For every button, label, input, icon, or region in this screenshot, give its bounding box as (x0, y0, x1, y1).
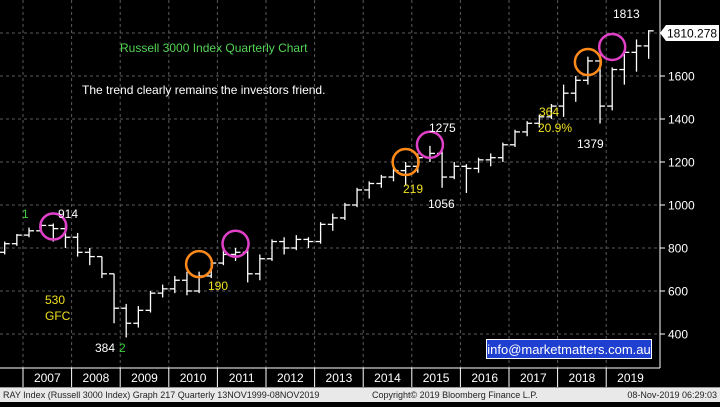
annotation-2019-high: 1813 (613, 7, 640, 21)
x-tick-label-2019: 2019 (617, 371, 644, 385)
ohlc-bar-2019Q1 (607, 67, 618, 111)
annotation-2007-high: 914 (58, 207, 78, 221)
y-tick-label-1200: 1200 (668, 156, 695, 170)
x-tick-label-2016: 2016 (471, 371, 498, 385)
x-tick-label-2012: 2012 (277, 371, 304, 385)
ohlc-bar-2013Q2 (327, 213, 338, 231)
annotation-20-9-pct: 20.9% (538, 121, 572, 135)
annotation-190: 190 (208, 279, 228, 293)
x-axis-band (0, 368, 660, 387)
annotation-2016-low: 1056 (428, 197, 455, 211)
ohlc-bar-2016Q4 (497, 142, 508, 162)
x-tick-label-2010: 2010 (180, 371, 207, 385)
x-tick-label-2008: 2008 (83, 371, 110, 385)
ohlc-bar-2014Q1 (364, 181, 375, 199)
y-tick-label-800: 800 (668, 242, 688, 256)
y-tick-label-1000: 1000 (668, 199, 695, 213)
ohlc-bar-2009Q3 (145, 291, 156, 313)
ohlc-bar-2017Q1 (510, 129, 520, 147)
ohlc-bar-2018Q3 (582, 56, 593, 85)
annotation-364: 364 (539, 105, 559, 119)
chart-title: Russell 3000 Index Quarterly Chart (120, 41, 308, 55)
ohlc-bar-2011Q4 (254, 254, 265, 281)
ohlc-bar-2009Q4 (157, 284, 168, 298)
ohlc-bar-2016Q2 (473, 157, 484, 173)
bloomberg-footer: RAY Index (Russell 3000 Index) Graph 217… (0, 387, 720, 402)
x-tick-label-2014: 2014 (374, 371, 401, 385)
last-value-tag: 1810.278 (660, 25, 719, 41)
ohlc-bar-2006Q3 (0, 241, 10, 255)
ohlc-bar-2014Q2 (376, 174, 387, 188)
highlight-circle-2 (184, 249, 214, 279)
footer-timestamp: 08-Nov-2019 06:29:03 (627, 390, 717, 400)
ohlc-bar-2009Q1 (121, 303, 132, 338)
ohlc-bar-2008Q4 (109, 273, 120, 324)
ohlc-bar-2019Q3 (631, 39, 642, 72)
y-tick-label-1600: 1600 (668, 70, 695, 84)
ohlc-bar-2009Q2 (133, 306, 144, 328)
ohlc-bar-2017Q2 (522, 121, 533, 137)
ohlc-bar-2012Q4 (303, 237, 314, 248)
highlight-circle-4 (391, 147, 420, 177)
ohlc-bar-2016Q3 (485, 153, 496, 167)
highlight-circle-5 (415, 130, 445, 160)
y-tick-label-400: 400 (668, 328, 688, 342)
highlight-circle-1 (39, 212, 68, 241)
ohlc-bar-2016Q1 (461, 164, 472, 193)
ohlc-bar-2010Q2 (181, 271, 192, 296)
ohlc-bar-2008Q2 (84, 248, 95, 266)
annotation-219: 219 (403, 182, 423, 196)
annotation-2009-low: 384 (95, 341, 115, 355)
ohlc-bar-2008Q1 (72, 232, 83, 257)
highlight-circle-3 (221, 229, 250, 258)
x-tick-label-2015: 2015 (423, 371, 450, 385)
ohlc-bar-2011Q2 (230, 248, 241, 261)
annotation-2015-high: 1275 (429, 121, 456, 135)
x-tick-label-2007: 2007 (34, 371, 61, 385)
x-tick-label-2013: 2013 (326, 371, 353, 385)
wave-count-1: 1 (22, 207, 29, 221)
highlight-circle-7 (597, 32, 627, 62)
x-axis-ticks: 2007 2008 2009 2010 2011 2012 2013 2014 2015 2016… (22, 368, 644, 387)
x-tick-label-2011: 2011 (229, 371, 255, 385)
y-tick-label-600: 600 (668, 285, 688, 299)
ohlc-bar-2015Q4 (449, 162, 460, 180)
contact-email-box[interactable]: info@marketmatters.com.au (486, 339, 652, 359)
ohlc-bar-2018Q1 (558, 84, 569, 117)
ohlc-bar-2017Q3 (534, 114, 545, 128)
ohlc-bar-2012Q3 (291, 235, 302, 251)
ohlc-bar-2018Q2 (570, 76, 581, 102)
chart-subtitle: The trend clearly remains the investors … (82, 83, 325, 97)
highlight-circle-6 (573, 47, 603, 77)
ohlc-bar-2013Q3 (339, 202, 350, 221)
ohlc-bar-2012Q2 (279, 237, 290, 255)
ohlc-bar-2006Q4 (11, 234, 22, 246)
wave-count-2: 2 (119, 341, 126, 355)
ohlc-bar-2008Q3 (96, 255, 107, 279)
highlight-circles (39, 32, 627, 279)
ohlc-bar-2013Q4 (352, 187, 363, 208)
x-tick-label-2017: 2017 (520, 371, 547, 385)
ohlc-bar-2007Q1 (24, 227, 34, 238)
annotation-gfc: GFC (45, 309, 71, 323)
x-tick-label-2018: 2018 (569, 371, 596, 385)
ohlc-bar-2013Q1 (315, 222, 326, 244)
x-tick-label-2009: 2009 (131, 371, 158, 385)
footer-index-info: RAY Index (Russell 3000 Index) Graph 217… (3, 390, 320, 400)
ohlc-bar-2017Q4 (546, 103, 557, 119)
footer-copyright: Copyright© 2019 Bloomberg Finance L.P. (372, 390, 538, 400)
ohlc-bar-2010Q1 (169, 275, 180, 294)
ohlc-bar-2019Q4 (643, 30, 654, 59)
ohlc-bar-2012Q1 (267, 239, 277, 261)
last-value-label: 1810.278 (667, 27, 717, 41)
annotation-2018-low: 1379 (577, 137, 604, 151)
y-tick-label-1400: 1400 (668, 113, 695, 127)
annotation-530: 530 (45, 293, 65, 307)
y-axis-ticks: 400 600 800 1000 1200 1400 1600 (660, 70, 695, 342)
gridlines (0, 0, 660, 368)
